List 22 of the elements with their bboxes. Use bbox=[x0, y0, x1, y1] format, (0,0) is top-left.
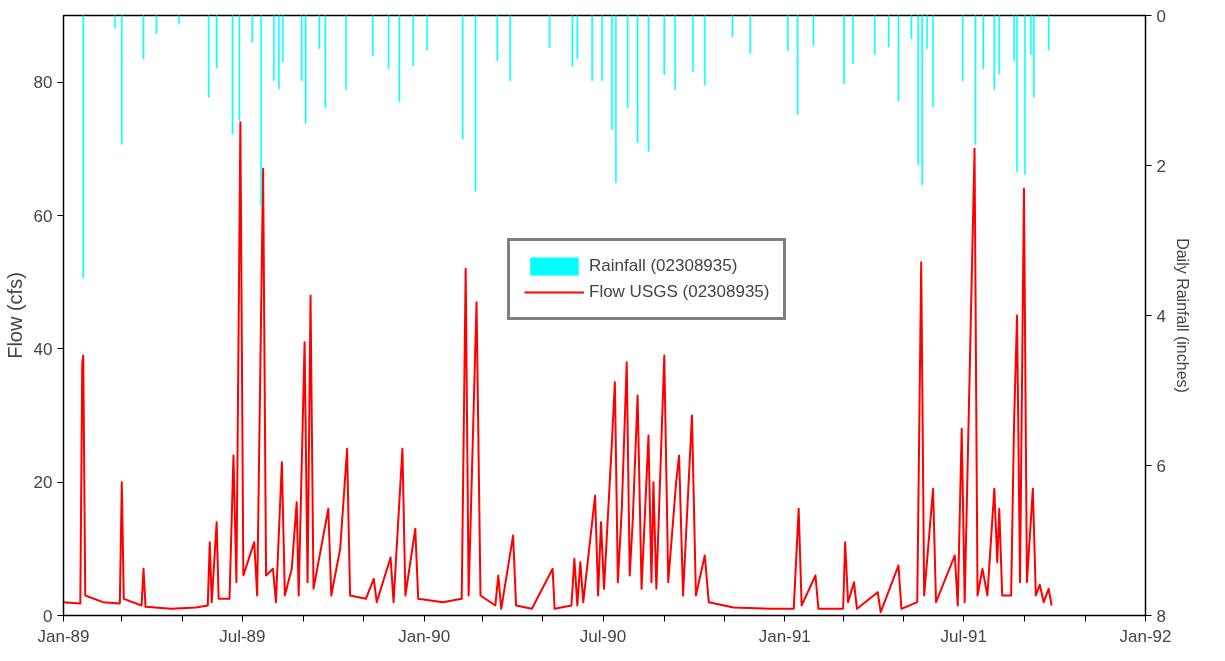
y-tick-label: 0 bbox=[43, 606, 53, 626]
y2-axis-title: Daily Rainfall (inches) bbox=[1173, 238, 1191, 393]
y2-tick-label: 0 bbox=[1156, 6, 1166, 26]
x-tick-label: Jan-90 bbox=[398, 626, 451, 646]
y-tick-label: 60 bbox=[33, 206, 53, 226]
y2-tick-label: 2 bbox=[1156, 156, 1166, 176]
y2-tick-label: 6 bbox=[1156, 456, 1166, 476]
x-tick-label: Jan-91 bbox=[758, 626, 811, 646]
legend-label: Flow USGS (02308935) bbox=[589, 282, 770, 302]
y-axis-title: Flow (cfs) bbox=[3, 272, 26, 359]
x-tick-label: Jul-90 bbox=[579, 626, 627, 646]
x-tick-label: Jul-91 bbox=[940, 626, 987, 646]
line-series bbox=[63, 121, 1053, 614]
x-tick-label: Jan-89 bbox=[37, 626, 90, 646]
y-tick-label: 20 bbox=[33, 473, 53, 493]
y2-tick-label: 4 bbox=[1156, 306, 1166, 326]
x-tick-label: Jan-92 bbox=[1119, 626, 1172, 646]
y2-tick-label: 8 bbox=[1156, 606, 1166, 626]
y-tick-label: 40 bbox=[33, 339, 53, 359]
x-tick-label: Jul-89 bbox=[219, 626, 266, 646]
y-tick-label: 80 bbox=[33, 73, 53, 93]
legend-label: Rainfall (02308935) bbox=[589, 256, 738, 276]
